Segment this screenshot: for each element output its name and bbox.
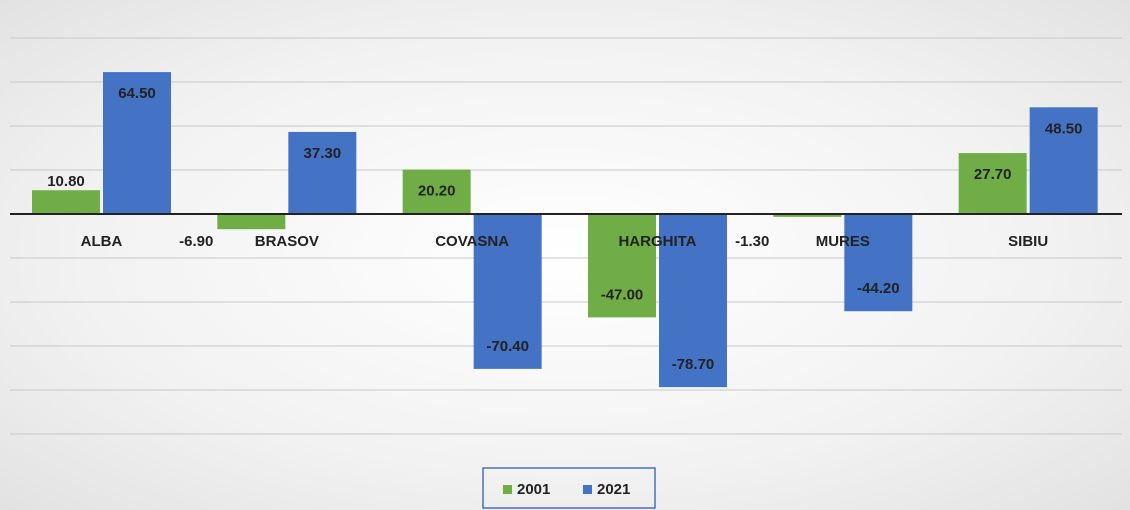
data-label: 20.20: [418, 183, 456, 200]
x-tick-label: COVASNA: [435, 233, 509, 250]
legend-swatch: [503, 485, 512, 494]
bar: [844, 214, 913, 312]
x-tick-label: ALBA: [81, 233, 123, 250]
bar: [288, 131, 357, 214]
legend-swatch: [583, 485, 592, 494]
bar: [958, 153, 1027, 214]
bar: [773, 214, 842, 217]
data-label: -70.40: [486, 338, 529, 355]
data-label: 48.50: [1045, 120, 1083, 137]
data-label: -1.30: [735, 233, 769, 250]
x-tick-label: BRASOV: [255, 233, 319, 250]
legend-box: [482, 467, 656, 509]
bar: [473, 214, 542, 369]
bar: [402, 169, 471, 214]
data-label: -44.20: [857, 280, 900, 297]
x-tick-label: MURES: [816, 233, 870, 250]
bar: [659, 214, 727, 388]
data-label: 64.50: [118, 85, 156, 102]
bar: [1029, 107, 1098, 214]
x-tick-label: HARGHITA: [618, 233, 696, 250]
bar: [588, 214, 656, 318]
x-tick-label: SIBIU: [1008, 233, 1048, 250]
data-label: 27.70: [974, 166, 1012, 183]
data-label: 10.80: [47, 173, 85, 190]
legend-label: 2001: [517, 481, 550, 498]
data-label: 37.30: [304, 145, 342, 162]
data-label: -6.90: [179, 233, 213, 250]
bar: [217, 214, 286, 230]
legend-label: 2021: [597, 481, 630, 498]
data-label: -78.70: [672, 356, 715, 373]
data-label: -47.00: [601, 286, 644, 303]
bar: [103, 72, 171, 214]
bar: [32, 190, 100, 214]
